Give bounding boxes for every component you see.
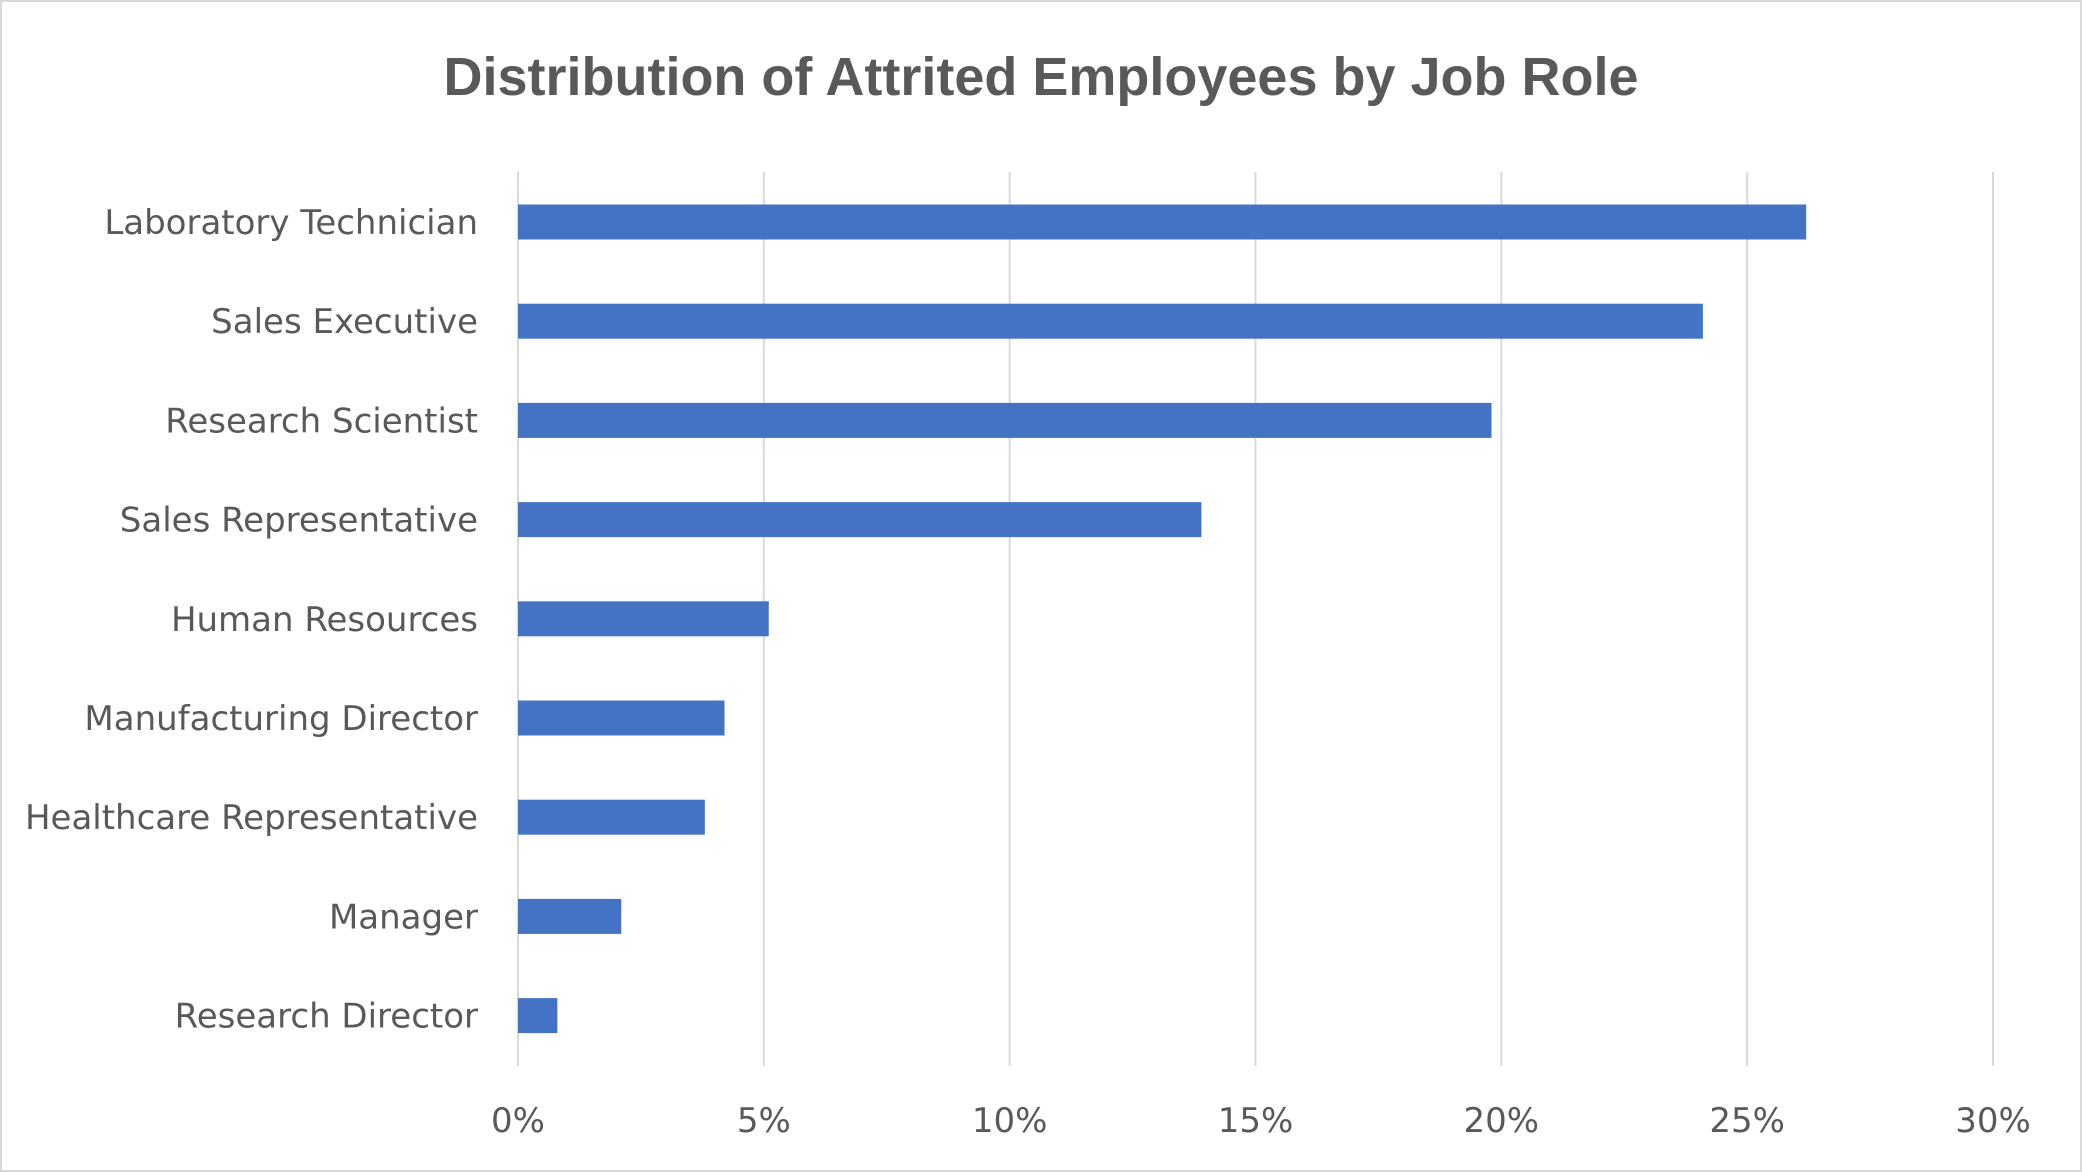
category-label: Manufacturing Director — [84, 699, 478, 739]
category-label: Laboratory Technician — [104, 203, 478, 243]
bar — [518, 998, 558, 1034]
x-tick-label: 0% — [491, 1101, 545, 1141]
bar — [518, 402, 1492, 438]
category-label: Manager — [329, 897, 478, 937]
category-labels: Laboratory Technician Sales Executive Rese… — [25, 203, 478, 1037]
category-label: Sales Executive — [211, 302, 478, 342]
x-tick-label: 25% — [1709, 1101, 1785, 1141]
bar — [518, 303, 1703, 339]
category-label: Human Resources — [171, 600, 478, 640]
bar — [518, 204, 1807, 240]
x-tick-label: 15% — [1218, 1101, 1294, 1141]
bar — [518, 700, 725, 736]
category-label: Research Scientist — [165, 401, 478, 441]
x-tick-label: 5% — [737, 1101, 791, 1141]
bar — [518, 502, 1202, 538]
bars — [518, 204, 1807, 1034]
category-label: Research Director — [175, 997, 478, 1037]
x-tick-label: 20% — [1464, 1101, 1540, 1141]
bar — [518, 898, 622, 934]
category-label: Sales Representative — [120, 501, 478, 541]
x-tick-label: 10% — [972, 1101, 1048, 1141]
bar — [518, 799, 705, 835]
bar — [518, 601, 769, 637]
x-tick-labels: 0% 5% 10% 15% 20% 25% 30% — [491, 1101, 2031, 1141]
x-tick-label: 30% — [1955, 1101, 2031, 1141]
category-label: Healthcare Representative — [25, 798, 478, 838]
chart-title: Distribution of Attrited Employees by Jo… — [443, 47, 1638, 107]
